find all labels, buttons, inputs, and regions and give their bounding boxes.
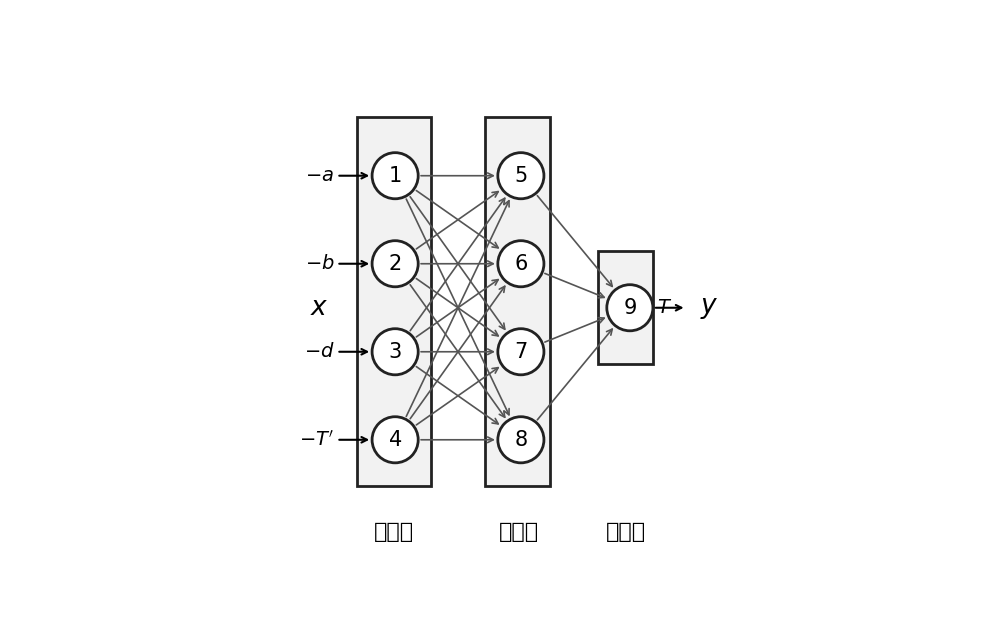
Text: 输出层: 输出层	[606, 522, 646, 542]
Text: $y$: $y$	[700, 295, 719, 321]
Circle shape	[498, 417, 544, 463]
Bar	[485, 117, 550, 486]
Circle shape	[372, 153, 418, 199]
Text: 1: 1	[389, 166, 402, 186]
Circle shape	[498, 240, 544, 287]
Text: 8: 8	[514, 430, 527, 449]
Text: 9: 9	[623, 298, 637, 318]
Text: $x$: $x$	[310, 295, 329, 321]
Text: $-a$: $-a$	[305, 167, 334, 185]
Text: 7: 7	[514, 342, 528, 362]
Circle shape	[607, 285, 653, 331]
Text: 2: 2	[389, 254, 402, 274]
Text: $-b$: $-b$	[305, 254, 334, 273]
Text: 3: 3	[389, 342, 402, 362]
Circle shape	[372, 417, 418, 463]
Circle shape	[372, 329, 418, 375]
Text: 4: 4	[389, 430, 402, 449]
Text: 输入层: 输入层	[374, 522, 414, 542]
Circle shape	[498, 329, 544, 375]
Text: 5: 5	[514, 166, 528, 186]
Bar	[598, 251, 653, 364]
Text: $-T'$: $-T'$	[299, 430, 334, 449]
Text: $-d$: $-d$	[304, 342, 334, 361]
Bar	[357, 117, 431, 486]
Text: $T$: $T$	[657, 298, 672, 317]
Circle shape	[372, 240, 418, 287]
Text: 6: 6	[514, 254, 528, 274]
Text: 隐藏层: 隐藏层	[499, 522, 539, 542]
Circle shape	[498, 153, 544, 199]
